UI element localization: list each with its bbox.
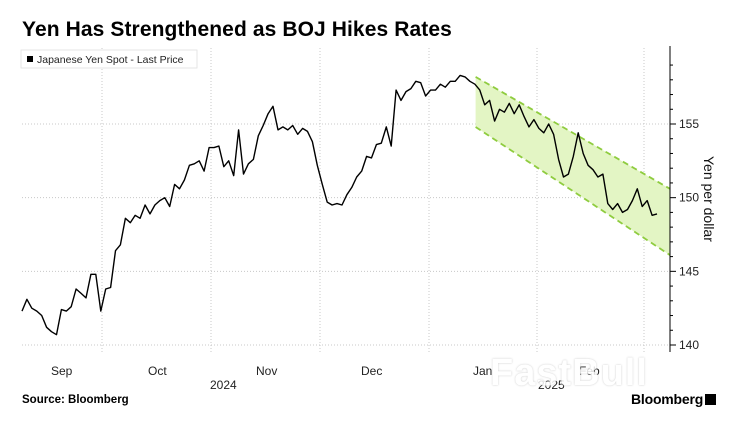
legend-box [20, 49, 198, 69]
y-tick-label: 145 [679, 264, 699, 278]
grid [22, 48, 670, 352]
y-tick-label: 155 [679, 117, 699, 131]
legend: Japanese Yen Spot - Last Price [20, 49, 198, 69]
x-year-label: 2024 [210, 378, 237, 392]
x-year-label: 2025 [538, 378, 565, 392]
legend-swatch [27, 56, 33, 62]
chart-title: Yen Has Strengthened as BOJ Hikes Rates [22, 18, 452, 41]
brand-logo: Bloomberg [631, 391, 704, 407]
x-month-label: Feb [579, 364, 600, 378]
brand-square-icon [705, 394, 716, 405]
y-axis: 140 145 150 155 Yen per dollar [669, 46, 717, 352]
trend-channel [475, 76, 671, 256]
x-axis: Sep Oct Nov Dec Jan Feb 2024 2025 [51, 364, 600, 392]
x-month-label: Nov [256, 364, 277, 378]
y-axis-title: Yen per dollar [701, 156, 717, 242]
legend-label: Japanese Yen Spot - Last Price [37, 54, 184, 66]
x-month-label: Oct [148, 364, 167, 378]
y-tick-label: 150 [679, 191, 699, 205]
channel-fill [475, 76, 670, 256]
channel-upper-line [475, 76, 671, 190]
channel-lower-line [475, 126, 671, 256]
source-note: Source: Bloomberg [22, 394, 129, 406]
x-month-label: Sep [51, 364, 73, 378]
price-line [21, 74, 658, 336]
y-tick-label: 140 [679, 338, 699, 352]
price-line-group [21, 74, 658, 336]
x-month-label: Jan [473, 364, 492, 378]
x-month-label: Dec [361, 364, 382, 378]
